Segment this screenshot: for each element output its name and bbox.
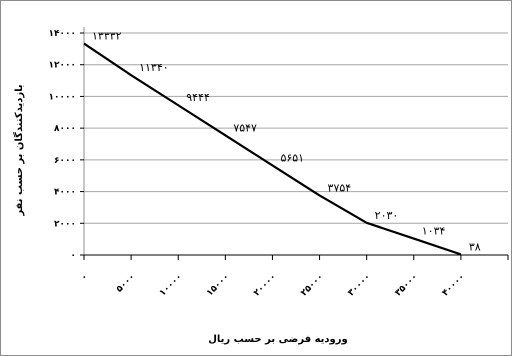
gridlines xyxy=(84,32,508,224)
y-tick-label: ۶۰۰۰ xyxy=(54,156,76,166)
x-tick-label: ۱۵۰۰۰ xyxy=(205,272,231,298)
data-label: ۵۶۵۱ xyxy=(280,151,304,164)
data-label: ۱۳۳۳۲ xyxy=(92,30,122,43)
series-group xyxy=(83,42,462,256)
data-label: ۳۷۵۴ xyxy=(328,181,352,194)
data-label: ۲۰۳۰ xyxy=(375,209,399,222)
x-tick-label: ۳۵۰۰۰ xyxy=(393,272,419,298)
y-tick-label: ۴۰۰۰ xyxy=(54,188,76,198)
data-label: ۹۴۴۴ xyxy=(186,91,210,104)
x-tick-label: ۴۰۰۰۰ xyxy=(441,272,467,298)
x-tick-label: ۰ xyxy=(79,272,90,283)
x-axis-ticks: ۰ ۵۰۰۰ ۱۰۰۰۰ ۱۵۰۰۰ ۲۰۰۰۰ ۲۵۰۰۰ ۳۰۰۰۰ ۳۵۰۰۰ ۴۰۰۰۰ xyxy=(79,255,509,299)
series-line xyxy=(83,42,462,256)
y-tick-label: ۲۰۰۰ xyxy=(54,219,76,229)
x-tick-label: ۵۰۰۰ xyxy=(115,272,138,295)
x-axis-title: ورودیه فرضی بر حسب ریال xyxy=(208,334,348,345)
x-tick-label: ۱۰۰۰۰ xyxy=(158,272,184,298)
y-tick-label: ۱۲۰۰۰ xyxy=(49,61,76,71)
data-label: ۱۱۳۴۰ xyxy=(139,61,169,74)
data-labels: ۱۳۳۳۲ ۱۱۳۴۰ ۹۴۴۴ ۷۵۴۷ ۵۶۵۱ ۳۷۵۴ ۲۰۳۰ ۱۰۳۴ ۳۸ xyxy=(92,30,481,254)
data-label: ۷۵۴۷ xyxy=(233,121,257,134)
y-tick-label: ۱۰۰۰۰ xyxy=(49,92,76,102)
y-tick-label: ۸۰۰۰ xyxy=(54,124,76,134)
data-label: ۱۰۳۴ xyxy=(422,225,446,238)
x-tick-label: ۲۵۰۰۰ xyxy=(299,272,325,298)
y-axis-ticks: ۰ ۲۰۰۰ ۴۰۰۰ ۶۰۰۰ ۸۰۰۰ ۱۰۰۰۰ ۱۲۰۰۰ ۱۴۰۰۰ xyxy=(49,29,84,261)
y-axis-title: بازدیدکنندگان بر حسب نفر xyxy=(12,84,25,216)
x-tick-label: ۲۰۰۰۰ xyxy=(252,272,278,298)
y-tick-label: ۱۴۰۰۰ xyxy=(49,29,76,39)
x-tick-label: ۳۰۰۰۰ xyxy=(346,272,372,298)
data-label: ۳۸ xyxy=(469,240,481,253)
y-tick-label: ۰ xyxy=(71,251,77,261)
